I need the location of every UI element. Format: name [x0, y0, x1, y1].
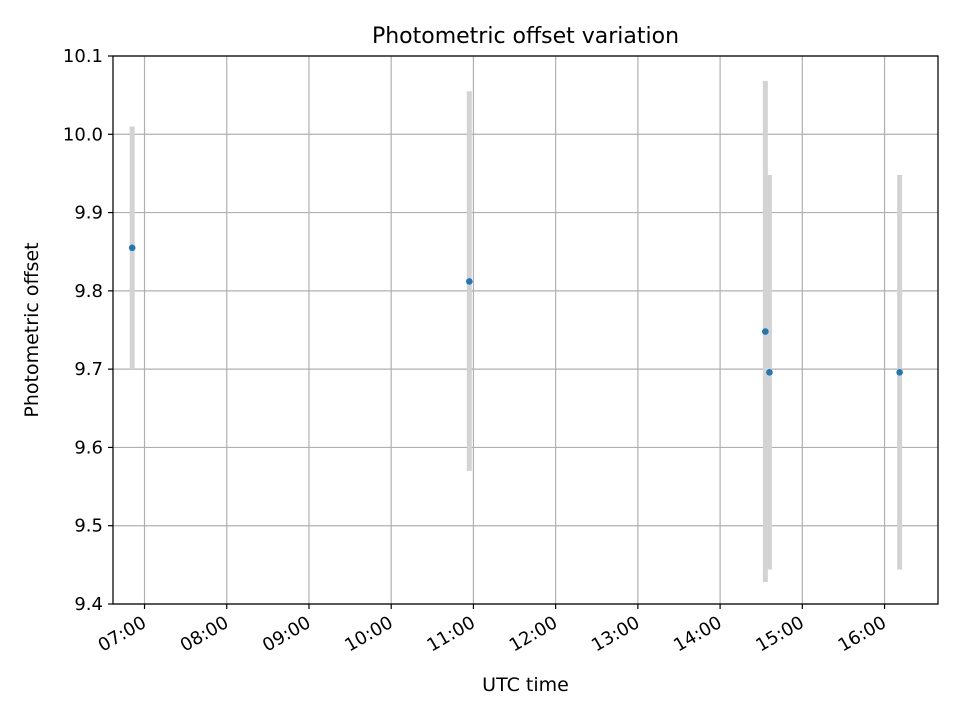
- data-point: [466, 278, 473, 285]
- y-tick-label: 9.6: [74, 437, 103, 458]
- y-tick-label: 10.1: [63, 46, 103, 67]
- y-tick-label: 9.4: [74, 594, 103, 615]
- chart-title: Photometric offset variation: [372, 24, 679, 49]
- data-point: [762, 328, 769, 335]
- plot-frame: [112, 55, 939, 605]
- x-axis-title: UTC time: [482, 674, 569, 696]
- data-point: [896, 368, 903, 376]
- y-tick-label: 9.7: [74, 359, 103, 380]
- data-point: [128, 244, 136, 252]
- y-tick-label: 9.5: [74, 516, 103, 537]
- data-point: [766, 368, 773, 376]
- y-axis-title: Photometric offset: [21, 242, 43, 417]
- y-tick-label: 9.9: [74, 203, 103, 224]
- y-tick-label: 9.8: [74, 281, 103, 302]
- point-layer: [128, 244, 903, 376]
- y-tick-label: 10.0: [63, 124, 103, 145]
